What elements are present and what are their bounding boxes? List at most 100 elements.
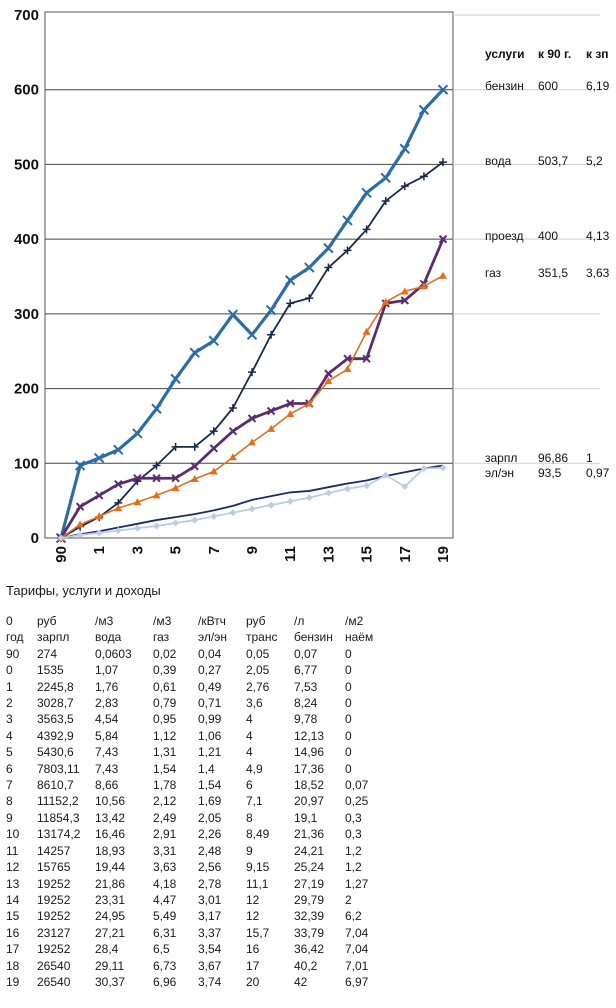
table-cell: 274	[37, 646, 58, 661]
table-cell: 2,12	[153, 794, 177, 809]
table-cell: 0	[345, 745, 352, 760]
x-tick-label-group: 17	[397, 546, 414, 563]
data-point	[114, 504, 123, 512]
x-tick-label: 11	[282, 546, 299, 562]
table-cell: 12	[246, 892, 260, 907]
table-cell: 15,7	[246, 925, 270, 940]
data-point	[323, 242, 334, 254]
data-point	[189, 347, 200, 358]
table-row: 17 19252 28,4 6,5 3,54 16 36,42 7,04	[6, 941, 385, 957]
data-point	[75, 502, 85, 511]
data-point	[420, 465, 428, 473]
table-row: 19 26540 30,37 6,96 3,74 20 42 6,97	[6, 974, 385, 990]
gridlines	[45, 14, 600, 464]
table-cell: руб	[246, 614, 266, 628]
table-cell: 8	[246, 810, 253, 825]
table-cell: 29,79	[294, 892, 325, 907]
table-cell: 3,01	[198, 892, 222, 907]
data-point	[248, 505, 256, 513]
table-cell: 0,07	[294, 646, 318, 661]
table-row: 12 15765 19,44 3,63 2,56 9,15 25,24 1,2	[6, 859, 385, 875]
table-cell: 19252	[37, 892, 71, 907]
table-cell: /л	[294, 614, 305, 628]
data-point	[267, 330, 276, 339]
table-cell: 8,24	[294, 696, 318, 711]
legend-value: 503,7	[538, 154, 568, 168]
table-cell: 17,36	[294, 761, 325, 776]
table-cell: 11	[6, 843, 19, 858]
table-cell: 19,44	[95, 860, 126, 875]
table-cell: 18	[6, 958, 20, 973]
table-cell: 6,5	[153, 942, 170, 957]
data-point	[285, 399, 295, 408]
y-tick-label: 100	[14, 455, 39, 472]
table-row: 14 19252 23,31 4,47 3,01 12 29,79 2	[6, 892, 385, 908]
data-point	[114, 479, 123, 489]
data-point	[246, 329, 258, 340]
table-cell: 1,2	[345, 843, 362, 858]
data-point	[305, 494, 313, 502]
table-cell: 4392,9	[37, 728, 74, 743]
table-cell: 5,49	[153, 909, 177, 924]
table-cell: 30,37	[95, 974, 126, 989]
table-cell: газ	[153, 630, 170, 645]
table-cell: 0,3	[345, 827, 362, 842]
table-cell: 0,04	[198, 646, 222, 661]
table-cell: 13174,2	[37, 827, 81, 842]
table-cell: 19252	[37, 942, 71, 957]
table-cell: 1,21	[198, 745, 222, 760]
table-cell: 27,19	[294, 876, 325, 891]
data-point	[305, 399, 314, 407]
data-point	[439, 158, 447, 167]
data-point	[95, 529, 103, 537]
y-axis-ticks: 0 100 200 300 400 500 600 700	[14, 7, 39, 547]
table-cell: 25,24	[294, 860, 325, 875]
table-cell: 1535	[37, 663, 64, 678]
table-cell: 12,13	[294, 728, 325, 743]
legend-table: услуги к 90 г. к зп бензин 600 6,19 вода 503,7 5…	[485, 47, 610, 480]
data-point	[343, 365, 352, 373]
table-cell: 6,73	[153, 958, 177, 973]
legend-value: 93,5	[538, 466, 562, 480]
table-cell: 0	[345, 728, 352, 743]
data-point	[437, 84, 449, 95]
legend-series-name: вода	[485, 154, 512, 168]
table-cell: 7,04	[345, 942, 369, 957]
data-point	[400, 182, 409, 191]
table-cell: 12	[6, 860, 20, 875]
table-cell: 17	[246, 958, 260, 973]
table-cell: 9	[6, 810, 13, 825]
table-cell: 3,67	[198, 958, 222, 973]
table-cell: 2	[6, 696, 13, 711]
table-cell: 24,21	[294, 843, 325, 858]
data-point	[363, 482, 371, 490]
data-point	[228, 453, 237, 461]
data-point	[209, 444, 219, 453]
table-cell: 5,84	[95, 728, 119, 743]
table-cell: 1,78	[153, 778, 177, 793]
data-point	[76, 520, 85, 528]
x-tick-label: 19	[435, 546, 452, 563]
y-tick-label: 600	[14, 82, 39, 99]
y-tick-label: 0	[31, 530, 39, 547]
data-point	[248, 438, 256, 446]
table-cell: 15765	[37, 860, 71, 875]
table-cell: 21,86	[95, 876, 126, 891]
data-point	[401, 482, 409, 490]
legend-value: 96,86	[538, 451, 568, 465]
legend-value: 400	[538, 229, 558, 243]
data-point	[324, 377, 333, 385]
legend-value: 6,19	[586, 79, 610, 93]
table-cell: 1,27	[345, 876, 369, 891]
data-point	[439, 271, 447, 279]
table-cell: 10	[6, 827, 20, 842]
table-cell: 4,9	[246, 761, 263, 776]
data-point	[133, 524, 141, 532]
data-point	[95, 512, 104, 520]
data-point	[439, 464, 447, 472]
data-point	[113, 444, 124, 456]
legend-series-name: газ	[485, 266, 502, 280]
data-point	[151, 403, 162, 414]
table-cell: 36,42	[294, 942, 325, 957]
